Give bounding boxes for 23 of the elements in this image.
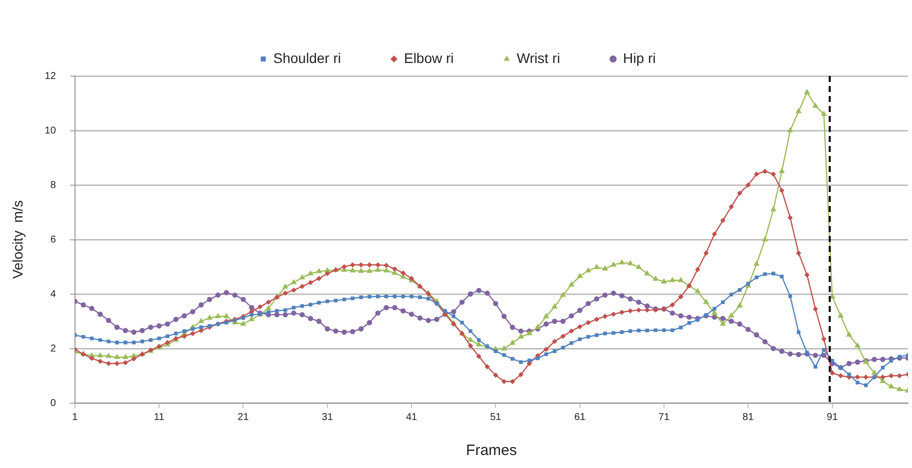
- y-tick-label: 10: [44, 125, 56, 136]
- x-tick-label: 81: [742, 412, 754, 423]
- x-tick-label: 11: [154, 412, 165, 423]
- legend-label: Hip ri: [623, 50, 656, 66]
- legend-label: Shoulder ri: [273, 50, 341, 66]
- x-tick-label: 41: [406, 412, 418, 423]
- legend-label: Wrist ri: [516, 50, 560, 66]
- x-tick-label: 31: [322, 412, 334, 423]
- x-tick-label: 51: [490, 412, 502, 423]
- y-tick-label: 8: [50, 180, 56, 191]
- y-tick-label: 2: [50, 343, 56, 354]
- y-tick-label: 0: [50, 398, 56, 409]
- x-axis-title: Frames: [466, 442, 517, 460]
- x-tick-label: 71: [658, 412, 670, 423]
- y-tick-label: 4: [50, 288, 56, 300]
- y-tick-label: 12: [44, 70, 56, 82]
- y-axis-title: Velocity m/s: [9, 200, 26, 279]
- x-tick-label: 21: [238, 412, 250, 423]
- y-tick-label: 6: [50, 234, 56, 246]
- legend-label: Elbow ri: [404, 50, 454, 66]
- x-tick-label: 61: [574, 412, 586, 423]
- x-tick-label: 91: [826, 412, 838, 423]
- x-tick-label: 1: [72, 412, 78, 423]
